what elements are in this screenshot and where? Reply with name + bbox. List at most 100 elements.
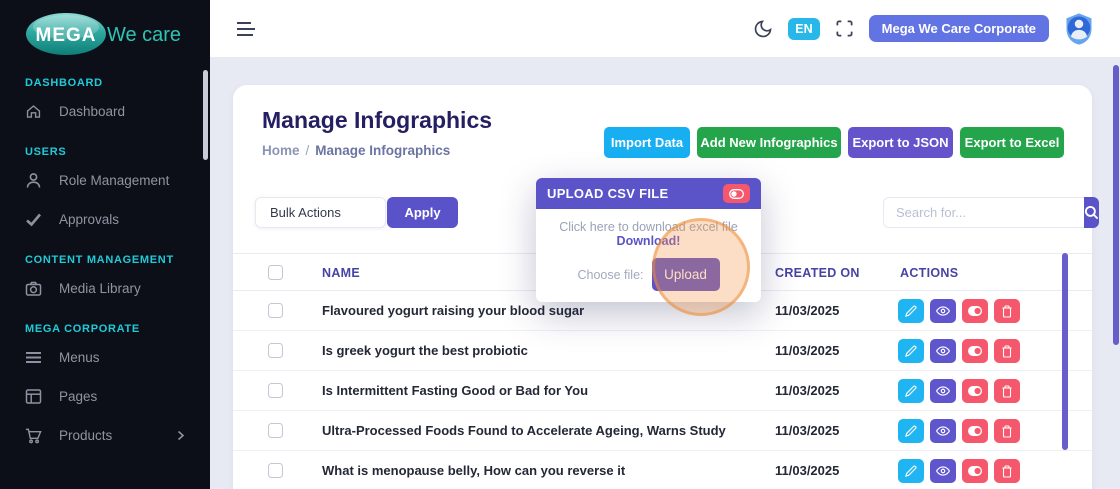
row-checkbox[interactable] xyxy=(268,343,283,358)
fullscreen-icon[interactable] xyxy=(835,19,854,38)
trash-icon xyxy=(1002,424,1012,438)
trash-icon xyxy=(1002,304,1012,318)
view-button[interactable] xyxy=(930,459,956,483)
delete-button[interactable] xyxy=(994,419,1020,443)
trash-icon xyxy=(1002,384,1012,398)
download-link[interactable]: Download! xyxy=(616,234,681,248)
sidebar-item-label: Media Library xyxy=(59,281,141,296)
search-input[interactable] xyxy=(883,197,1084,228)
popup-close-toggle-button[interactable] xyxy=(723,184,750,203)
upload-button[interactable]: Upload xyxy=(651,258,720,291)
logo[interactable]: MEGA We care xyxy=(0,0,210,68)
row-created-on: 11/03/2025 xyxy=(775,303,840,318)
row-actions xyxy=(898,419,1020,443)
sidebar-item-media-library[interactable]: Media Library xyxy=(0,269,210,308)
row-name: Is greek yogurt the best probiotic xyxy=(322,343,528,358)
pencil-icon xyxy=(905,465,917,477)
main-area: EN Mega We Care Corporate Manage Infogra… xyxy=(210,0,1120,489)
edit-button[interactable] xyxy=(898,379,924,403)
view-button[interactable] xyxy=(930,299,956,323)
sidebar-section-dashboard: DASHBOARD xyxy=(25,77,103,89)
row-checkbox[interactable] xyxy=(268,383,283,398)
user-avatar-shield-icon[interactable] xyxy=(1064,12,1094,46)
column-header-name: NAME xyxy=(322,266,361,280)
toggle-status-button[interactable] xyxy=(962,299,988,323)
sidebar-toggle-hamburger-icon[interactable] xyxy=(236,21,258,37)
delete-button[interactable] xyxy=(994,339,1020,363)
toggle-status-button[interactable] xyxy=(962,339,988,363)
view-button[interactable] xyxy=(930,419,956,443)
eye-icon xyxy=(936,306,950,316)
row-name: Flavoured yogurt raising your blood suga… xyxy=(322,303,585,318)
toggle-icon xyxy=(968,426,982,436)
sidebar-item-role-management[interactable]: Role Management xyxy=(0,161,210,200)
toggle-status-button[interactable] xyxy=(962,459,988,483)
topbar: EN Mega We Care Corporate xyxy=(210,0,1120,57)
row-name: Is Intermittent Fasting Good or Bad for … xyxy=(322,383,589,398)
camera-icon xyxy=(25,281,42,296)
column-header-created-on: CREATED ON xyxy=(775,266,860,280)
toggle-icon xyxy=(968,306,982,316)
add-new-infographics-button[interactable]: Add New Infographics xyxy=(697,127,841,158)
sidebar-item-label: Products xyxy=(59,428,113,443)
breadcrumb-home-link[interactable]: Home xyxy=(262,143,300,158)
edit-button[interactable] xyxy=(898,419,924,443)
logo-tagline-text: We care xyxy=(107,24,181,46)
delete-button[interactable] xyxy=(994,299,1020,323)
sidebar: MEGA We care DASHBOARD Dashboard USERS R… xyxy=(0,0,210,489)
table-scrollbar-thumb[interactable] xyxy=(1062,253,1068,450)
edit-button[interactable] xyxy=(898,459,924,483)
import-data-button[interactable]: Import Data xyxy=(604,127,690,158)
delete-button[interactable] xyxy=(994,459,1020,483)
search-button[interactable] xyxy=(1084,197,1099,228)
select-all-checkbox[interactable] xyxy=(268,265,283,280)
row-checkbox[interactable] xyxy=(268,303,283,318)
eye-icon xyxy=(936,346,950,356)
person-icon xyxy=(26,173,41,188)
sidebar-item-menus[interactable]: Menus xyxy=(0,338,210,377)
corporate-site-button[interactable]: Mega We Care Corporate xyxy=(868,15,1049,42)
edit-button[interactable] xyxy=(898,299,924,323)
row-actions xyxy=(898,339,1020,363)
row-actions xyxy=(898,459,1020,483)
view-button[interactable] xyxy=(930,339,956,363)
sidebar-item-dashboard[interactable]: Dashboard xyxy=(0,92,210,131)
view-button[interactable] xyxy=(930,379,956,403)
edit-button[interactable] xyxy=(898,339,924,363)
sidebar-scrollbar-thumb[interactable] xyxy=(203,70,208,160)
dark-mode-moon-icon[interactable] xyxy=(753,19,773,39)
popup-body: Click here to download excel file Downlo… xyxy=(536,209,761,302)
upload-csv-popup: UPLOAD CSV FILE Click here to download e… xyxy=(536,178,761,302)
export-excel-button[interactable]: Export to Excel xyxy=(960,127,1064,158)
toggle-status-button[interactable] xyxy=(962,419,988,443)
pencil-icon xyxy=(905,345,917,357)
row-created-on: 11/03/2025 xyxy=(775,383,840,398)
breadcrumb-separator: / xyxy=(305,143,310,158)
eye-icon xyxy=(936,426,950,436)
sidebar-section-mega-corporate: MEGA CORPORATE xyxy=(25,323,140,335)
toggle-status-button[interactable] xyxy=(962,379,988,403)
sidebar-item-products[interactable]: Products xyxy=(0,416,210,455)
sidebar-item-label: Menus xyxy=(59,350,100,365)
toggle-icon xyxy=(968,466,982,476)
delete-button[interactable] xyxy=(994,379,1020,403)
bulk-actions-select[interactable]: Bulk Actions xyxy=(255,197,386,228)
page-scrollbar-thumb[interactable] xyxy=(1113,65,1119,345)
choose-file-row: Choose file: Upload xyxy=(546,258,751,291)
manage-infographics-card: Manage Infographics Home / Manage Infograp… xyxy=(233,85,1099,489)
row-name: Ultra-Processed Foods Found to Accelerat… xyxy=(322,423,726,438)
sidebar-item-pages[interactable]: Pages xyxy=(0,377,210,416)
apply-button[interactable]: Apply xyxy=(387,197,458,228)
table-row: What is menopause belly, How can you rev… xyxy=(233,451,1092,489)
check-icon xyxy=(26,213,41,227)
trash-icon xyxy=(1002,344,1012,358)
column-header-actions: ACTIONS xyxy=(900,266,959,280)
language-badge[interactable]: EN xyxy=(788,17,820,40)
sidebar-section-content-management: CONTENT MANAGEMENT xyxy=(25,254,174,266)
mega-logo-graphic: MEGA We care xyxy=(26,13,181,55)
row-checkbox[interactable] xyxy=(268,463,283,478)
sidebar-item-approvals[interactable]: Approvals xyxy=(0,200,210,239)
popup-header: UPLOAD CSV FILE xyxy=(536,178,761,209)
row-checkbox[interactable] xyxy=(268,423,283,438)
export-json-button[interactable]: Export to JSON xyxy=(848,127,953,158)
